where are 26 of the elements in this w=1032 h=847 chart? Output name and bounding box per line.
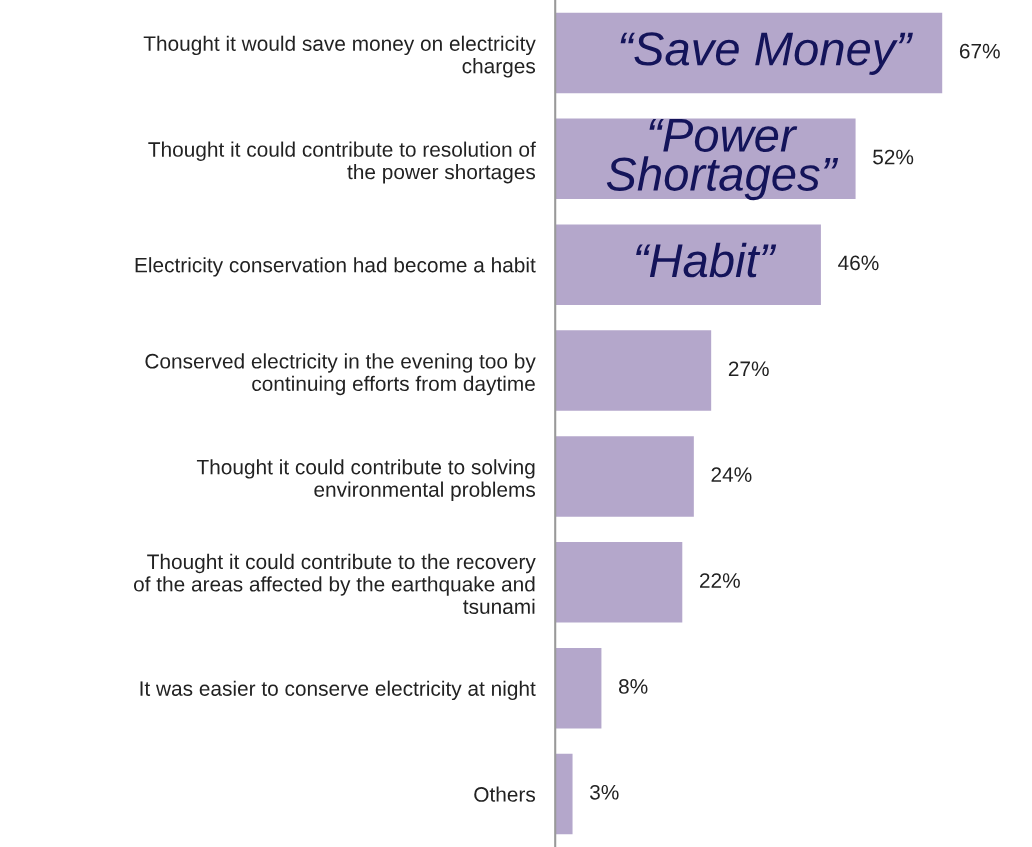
bar	[555, 542, 683, 623]
data-label: 24%	[711, 467, 752, 482]
y-tick-label: Thought it could contribute to the recovery of the areas affected by the earthquake and tsunami	[133, 553, 536, 615]
bar	[555, 647, 602, 729]
bar	[555, 436, 694, 517]
annotation: “Save Money”	[620, 32, 913, 75]
data-label: 46%	[838, 255, 879, 271]
y-tick-label: Conserved electricity in the evening too by continuing efforts from daytime	[145, 353, 536, 396]
annotation: “Power Shortages”	[606, 119, 839, 201]
data-label: 8%	[619, 679, 648, 694]
bar	[555, 224, 821, 305]
y-tick-label: It was easier to conserve electricity at night	[140, 680, 536, 701]
annotation: “Habit”	[636, 242, 777, 278]
data-label: 3%	[590, 784, 619, 800]
bar	[555, 12, 943, 94]
y-tick-label: Others	[474, 786, 536, 802]
y-tick-label: Thought it could contribute to resolution of the power shortages	[148, 141, 536, 184]
y-tick-label: Electricity conservation had become a habit	[135, 257, 536, 277]
data-label: 22%	[700, 573, 740, 588]
data-label: 67%	[959, 43, 1000, 59]
y-tick-label: Thought it would save money on electricity charges	[143, 35, 536, 78]
bar	[555, 753, 573, 835]
y-tick-label: Thought it could contribute to solving environmental problems	[196, 459, 536, 502]
data-label: 52%	[873, 149, 914, 165]
data-label: 27%	[728, 361, 769, 377]
bar	[555, 330, 712, 411]
